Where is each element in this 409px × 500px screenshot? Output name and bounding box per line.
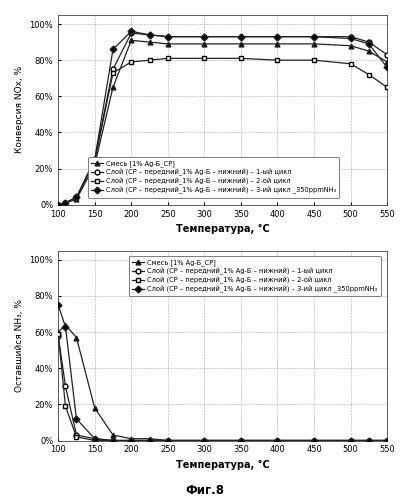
Legend: Смесь [1% Ag-Б_CP], Слой (CP – передний_1% Ag-Б – нижний) – 1-ый цикл, Слой (CP : Смесь [1% Ag-Б_CP], Слой (CP – передний_… xyxy=(88,158,339,198)
Y-axis label: Конверсия NOх, %: Конверсия NOх, % xyxy=(15,66,24,154)
Legend: Смесь [1% Ag-Б_CP], Слой (CP – передний_1% Ag-Б – нижний) – 1-ый цикл, Слой (CP : Смесь [1% Ag-Б_CP], Слой (CP – передний_… xyxy=(129,256,380,296)
X-axis label: Температура, °C: Температура, °C xyxy=(175,224,269,234)
X-axis label: Температура, °C: Температура, °C xyxy=(175,460,269,470)
Text: Фиг.8: Фиг.8 xyxy=(185,484,224,498)
Y-axis label: Оставшийся NH₃, %: Оставшийся NH₃, % xyxy=(15,299,24,392)
